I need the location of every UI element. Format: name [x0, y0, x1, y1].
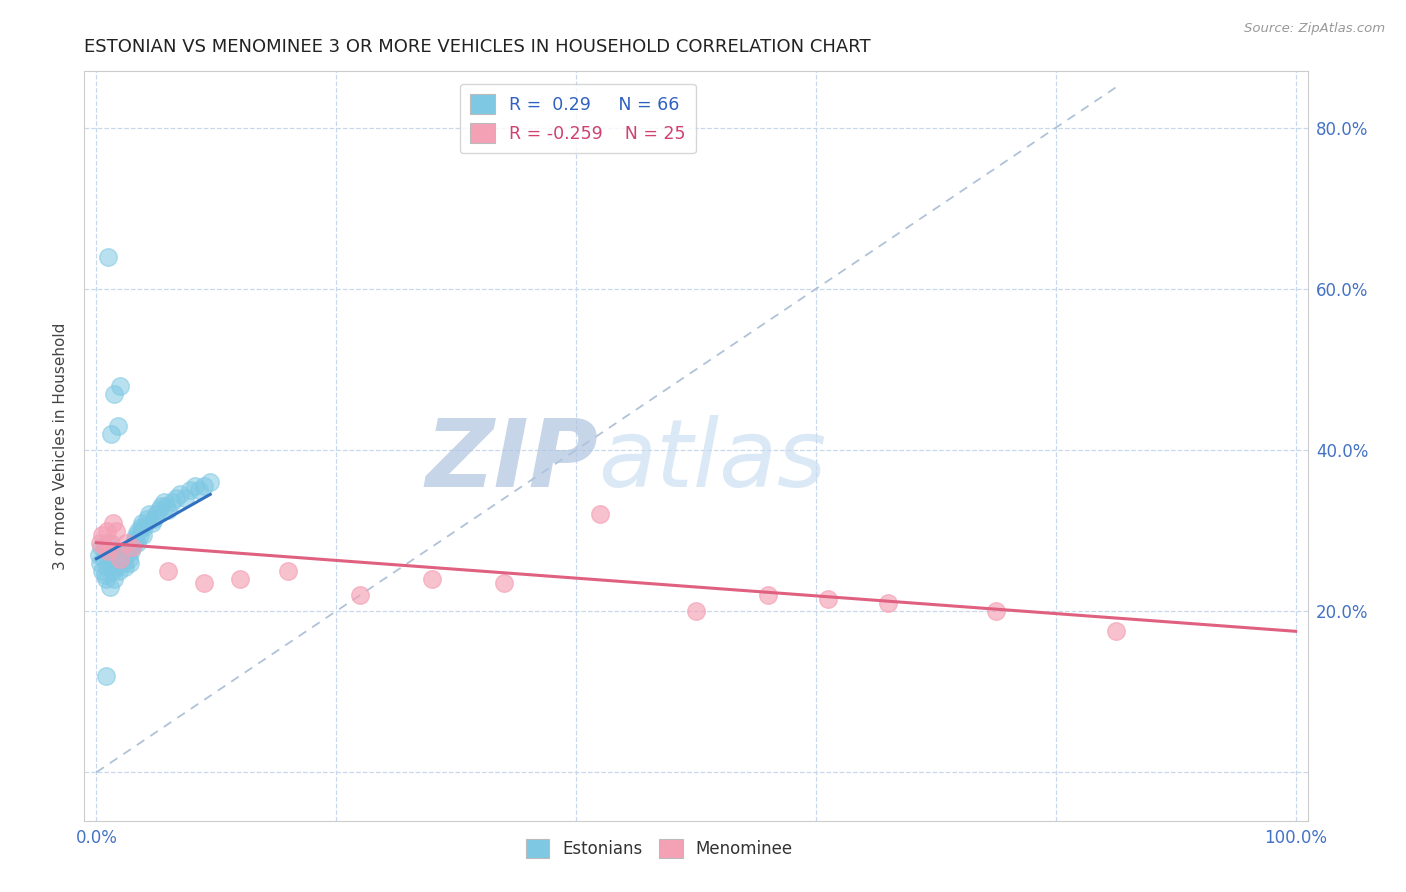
Point — [115, 535, 138, 549]
Point — [97, 250, 120, 264]
Point — [110, 378, 132, 392]
Point — [150, 500, 173, 514]
Point — [110, 551, 132, 566]
Point — [107, 418, 129, 433]
Point — [104, 543, 127, 558]
Point — [169, 487, 191, 501]
Point — [97, 535, 120, 549]
Point — [103, 572, 125, 586]
Point — [91, 564, 114, 578]
Point — [138, 508, 160, 522]
Point — [183, 479, 205, 493]
Point — [349, 588, 371, 602]
Point — [1105, 624, 1128, 639]
Legend: Estonians, Menominee: Estonians, Menominee — [519, 832, 800, 864]
Point — [876, 596, 898, 610]
Point — [93, 540, 117, 554]
Text: ESTONIAN VS MENOMINEE 3 OR MORE VEHICLES IN HOUSEHOLD CORRELATION CHART: ESTONIAN VS MENOMINEE 3 OR MORE VEHICLES… — [84, 38, 870, 56]
Point — [87, 548, 110, 562]
Point — [127, 524, 149, 538]
Point — [165, 491, 187, 506]
Point — [103, 386, 125, 401]
Point — [420, 572, 443, 586]
Point — [112, 556, 135, 570]
Point — [107, 556, 129, 570]
Point — [121, 540, 143, 554]
Point — [127, 535, 149, 549]
Point — [110, 548, 132, 562]
Point — [141, 516, 163, 530]
Point — [193, 576, 215, 591]
Point — [108, 564, 131, 578]
Point — [100, 535, 122, 549]
Point — [200, 475, 222, 490]
Point — [122, 535, 145, 549]
Point — [94, 572, 117, 586]
Point — [100, 556, 122, 570]
Text: Source: ZipAtlas.com: Source: ZipAtlas.com — [1244, 22, 1385, 36]
Point — [101, 516, 124, 530]
Point — [817, 592, 839, 607]
Point — [100, 426, 122, 441]
Point — [125, 527, 148, 541]
Point — [179, 483, 201, 498]
Point — [134, 519, 156, 533]
Point — [756, 588, 779, 602]
Point — [142, 511, 165, 525]
Point — [114, 559, 136, 574]
Point — [148, 503, 170, 517]
Point — [118, 556, 141, 570]
Point — [111, 543, 134, 558]
Point — [96, 559, 118, 574]
Point — [118, 551, 141, 566]
Point — [110, 551, 132, 566]
Point — [96, 524, 118, 538]
Point — [103, 551, 125, 566]
Point — [94, 668, 117, 682]
Point — [174, 491, 197, 506]
Text: atlas: atlas — [598, 416, 827, 507]
Point — [129, 519, 152, 533]
Point — [160, 495, 183, 509]
Point — [135, 511, 157, 525]
Point — [145, 508, 167, 522]
Point — [91, 527, 114, 541]
Point — [157, 503, 180, 517]
Point — [121, 540, 143, 554]
Y-axis label: 3 or more Vehicles in Household: 3 or more Vehicles in Household — [53, 322, 69, 570]
Point — [984, 604, 1007, 618]
Point — [105, 559, 128, 574]
Point — [98, 580, 121, 594]
Point — [93, 568, 117, 582]
Point — [97, 543, 120, 558]
Point — [124, 532, 146, 546]
Text: ZIP: ZIP — [425, 415, 598, 507]
Point — [494, 576, 516, 591]
Point — [93, 551, 115, 566]
Point — [128, 527, 150, 541]
Point — [277, 564, 299, 578]
Point — [131, 516, 153, 530]
Point — [97, 543, 120, 558]
Point — [89, 535, 111, 549]
Point — [193, 479, 215, 493]
Point — [90, 540, 112, 554]
Point — [132, 527, 155, 541]
Point — [157, 564, 180, 578]
Point — [104, 524, 127, 538]
Point — [101, 564, 124, 578]
Point — [685, 604, 707, 618]
Point — [155, 500, 177, 514]
Point — [101, 548, 124, 562]
Point — [117, 543, 139, 558]
Point — [589, 508, 612, 522]
Point — [120, 543, 142, 558]
Point — [152, 495, 174, 509]
Point — [115, 548, 138, 562]
Point — [89, 556, 111, 570]
Point — [188, 483, 211, 498]
Point — [229, 572, 252, 586]
